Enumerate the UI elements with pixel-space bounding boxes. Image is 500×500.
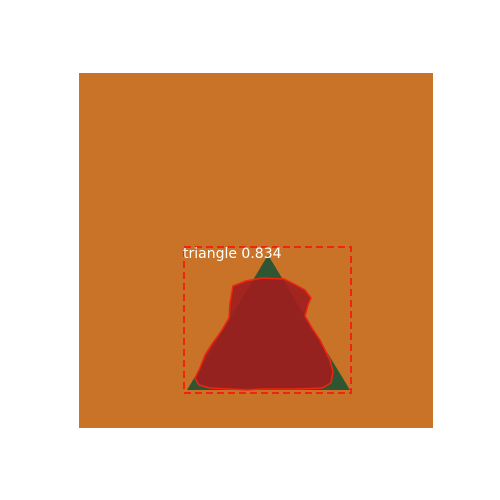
detection-label: triangle 0.834 [183, 246, 282, 262]
bounding-box [183, 246, 352, 394]
segmentation-mask [194, 277, 334, 391]
